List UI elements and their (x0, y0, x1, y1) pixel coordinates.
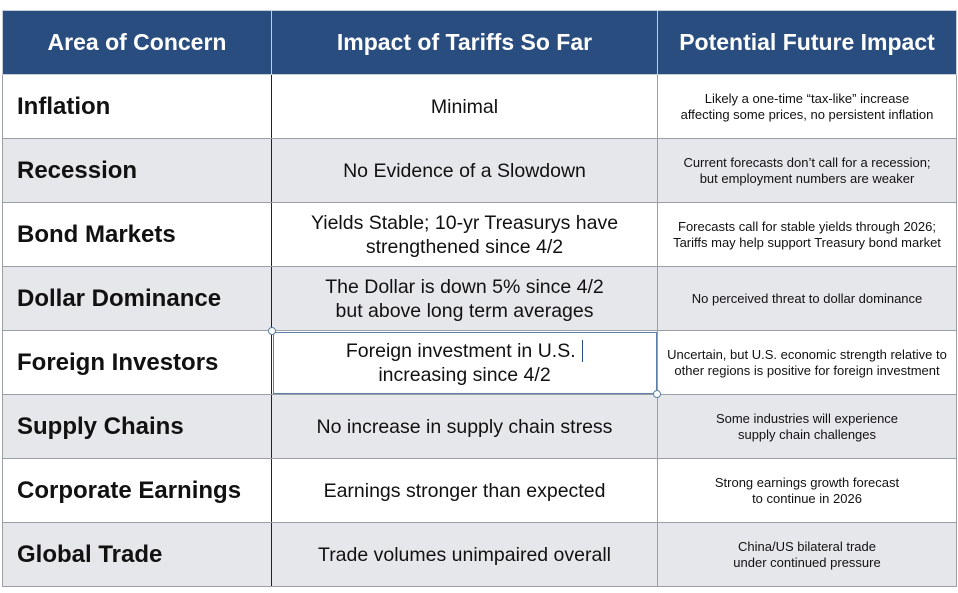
area-cell[interactable]: Foreign Investors (2, 330, 272, 395)
impact-text-line: but above long term averages (335, 299, 594, 322)
future-text-line: China/US bilateral trade (737, 538, 877, 554)
impact-text-line: Yields Stable; 10-yr Treasurys have (310, 211, 619, 234)
tariff-impact-table-container: Area of Concern Impact of Tariffs So Far… (2, 10, 957, 587)
future-cell[interactable]: Some industries will experience supply ch… (657, 394, 957, 459)
header-future-impact[interactable]: Potential Future Impact (657, 10, 957, 75)
table-row: Inflation Minimal Likely a one-time “tax-l… (2, 74, 957, 139)
future-cell[interactable]: Likely a one-time “tax-like” increase aff… (657, 74, 957, 139)
impact-text-line: increasing since 4/2 (378, 363, 551, 386)
future-text-line: Strong earnings growth forecast (714, 474, 900, 490)
selection-handle-top-left[interactable] (268, 327, 276, 335)
impact-cell[interactable]: Yields Stable; 10-yr Treasurys have stren… (271, 202, 658, 267)
future-text-line: Forecasts call for stable yields through… (678, 218, 936, 234)
impact-cell[interactable]: The Dollar is down 5% since 4/2 but above… (271, 266, 658, 331)
impact-cell[interactable]: Earnings stronger than expected (271, 458, 658, 523)
impact-text-line: Trade volumes unimpaired overall (318, 543, 611, 566)
impact-text-line: Foreign investment in U.S. (345, 339, 576, 362)
impact-text-line: The Dollar is down 5% since 4/2 (325, 275, 604, 298)
future-text-line: affecting some prices, no persistent inf… (680, 106, 934, 122)
future-text-line: supply chain challenges (737, 426, 877, 442)
future-text-line: but employment numbers are weaker (699, 170, 915, 186)
table-row: Global Trade Trade volumes unimpaired ove… (2, 522, 957, 587)
impact-text-line: strengthened since 4/2 (365, 235, 564, 258)
text-cursor (581, 340, 584, 363)
future-text-line: other regions is positive for foreign in… (674, 362, 940, 378)
area-cell[interactable]: Inflation (2, 74, 272, 139)
future-text-line: under continued pressure (733, 554, 881, 570)
future-text-line: Likely a one-time “tax-like” increase (704, 90, 910, 106)
future-text-line: Some industries will experience (715, 410, 899, 426)
area-cell[interactable]: Global Trade (2, 522, 272, 587)
impact-cell[interactable]: No Evidence of a Slowdown (271, 138, 658, 203)
area-cell[interactable]: Corporate Earnings (2, 458, 272, 523)
header-row: Area of Concern Impact of Tariffs So Far… (2, 10, 957, 75)
selection-handle-bottom-right[interactable] (653, 390, 661, 398)
impact-first-line-with-caret: Foreign investment in U.S. (278, 339, 651, 363)
future-text-line: Uncertain, but U.S. economic strength re… (667, 346, 947, 362)
future-text-line: Tariffs may help support Treasury bond m… (673, 234, 941, 250)
future-text-line: Current forecasts don’t call for a reces… (683, 154, 931, 170)
future-cell[interactable]: Forecasts call for stable yields through… (657, 202, 957, 267)
impact-cell[interactable]: Minimal (271, 74, 658, 139)
header-area-of-concern[interactable]: Area of Concern (2, 10, 272, 75)
future-cell[interactable]: Strong earnings growth forecast to contin… (657, 458, 957, 523)
future-cell[interactable]: No perceived threat to dollar dominance (657, 266, 957, 331)
tariff-impact-table: Area of Concern Impact of Tariffs So Far… (2, 10, 957, 587)
impact-cell[interactable]: Foreign investment in U.S. increasing sin… (268, 327, 661, 398)
area-cell[interactable]: Bond Markets (2, 202, 272, 267)
future-text-line: to continue in 2026 (752, 490, 862, 506)
impact-cell[interactable]: No increase in supply chain stress (271, 394, 658, 459)
impact-cell[interactable]: Trade volumes unimpaired overall (271, 522, 658, 587)
impact-text-line: Earnings stronger than expected (323, 479, 606, 502)
table-row: Corporate Earnings Earnings stronger than… (2, 458, 957, 523)
area-cell[interactable]: Dollar Dominance (2, 266, 272, 331)
area-cell[interactable]: Recession (2, 138, 272, 203)
future-cell[interactable]: China/US bilateral trade under continued … (657, 522, 957, 587)
area-cell[interactable]: Supply Chains (2, 394, 272, 459)
impact-text-line: No Evidence of a Slowdown (343, 159, 586, 182)
impact-text-line: Minimal (430, 95, 499, 118)
table-row: Dollar Dominance The Dollar is down 5% si… (2, 266, 957, 331)
table-row: Supply Chains No increase in supply chain… (2, 394, 957, 459)
future-text-line: No perceived threat to dollar dominance (691, 290, 923, 306)
impact-text-line: No increase in supply chain stress (316, 415, 613, 438)
table-body: Inflation Minimal Likely a one-time “tax-l… (2, 74, 957, 587)
header-impact-so-far[interactable]: Impact of Tariffs So Far (271, 10, 658, 75)
table-row: Foreign Investors Foreign investment in U… (2, 327, 957, 398)
future-cell[interactable]: Current forecasts don’t call for a reces… (657, 138, 957, 203)
table-row: Bond Markets Yields Stable; 10-yr Treasur… (2, 202, 957, 267)
future-cell[interactable]: Uncertain, but U.S. economic strength re… (657, 330, 957, 395)
table-row: Recession No Evidence of a Slowdown Curren… (2, 138, 957, 203)
